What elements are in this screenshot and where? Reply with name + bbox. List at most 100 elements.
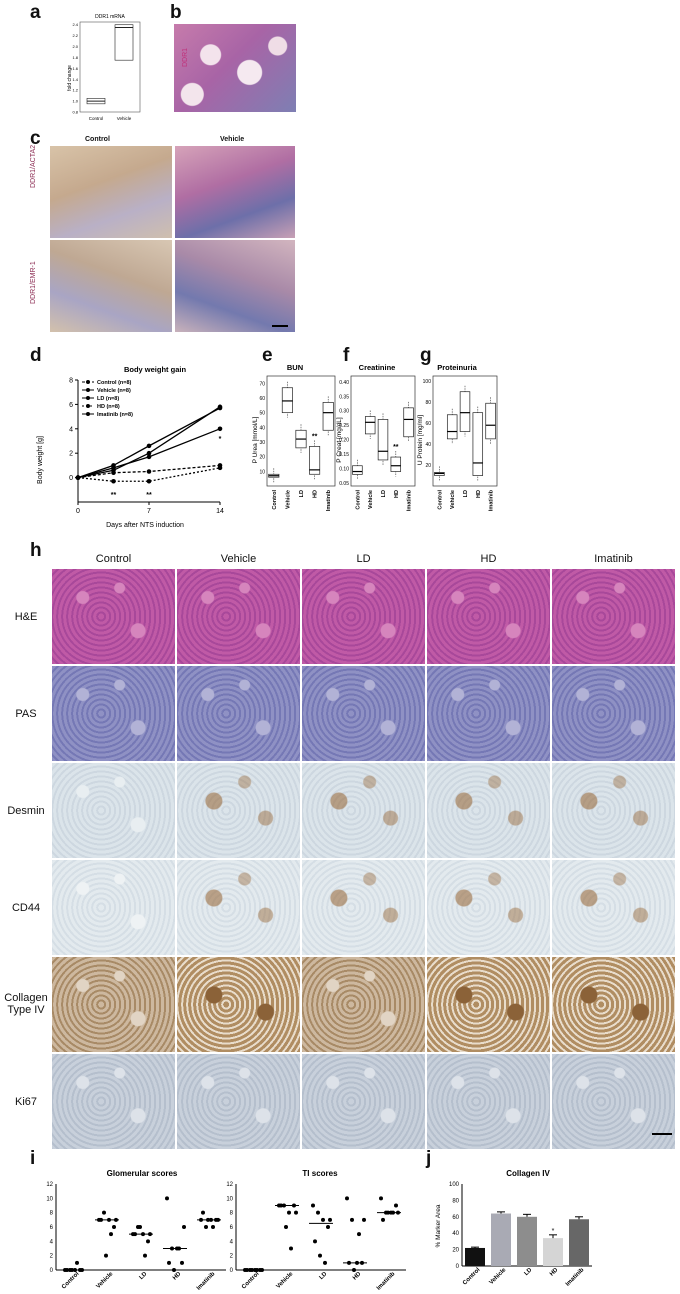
f-ytick: 0.30 bbox=[339, 409, 349, 415]
tick-vehicle: Vehicle bbox=[117, 116, 132, 121]
glom-xtick: LD bbox=[139, 1271, 149, 1281]
h-row-h-e: H&E bbox=[14, 610, 38, 623]
j-ytick: 40 bbox=[452, 1231, 459, 1237]
a-ytick: 1.6 bbox=[72, 66, 78, 71]
h-row-pas: PAS bbox=[15, 707, 37, 720]
d-ytick-label: 2 bbox=[69, 451, 73, 458]
e-xtick: Control bbox=[272, 490, 278, 510]
c-row-emr1-label: DDR1/EMR-1 bbox=[30, 261, 37, 304]
h-image-pas-vehicle bbox=[177, 666, 300, 761]
a-box-vehicle bbox=[114, 24, 134, 61]
glom-point bbox=[165, 1196, 169, 1201]
f-xtick: Vehicle bbox=[368, 490, 374, 509]
h-image-cd44-ld bbox=[302, 860, 425, 955]
d-point bbox=[217, 404, 223, 410]
ti-point bbox=[289, 1246, 293, 1251]
j-xtick: Imatinib bbox=[565, 1267, 586, 1288]
ti-xtick: HD bbox=[352, 1271, 363, 1282]
h-image-h-e-ld bbox=[302, 569, 425, 664]
d-point bbox=[111, 465, 116, 471]
g-xtick: Imatinib bbox=[489, 489, 495, 511]
g-xtick: HD bbox=[476, 490, 482, 498]
ti-xtick: Imatinib bbox=[376, 1271, 397, 1292]
chart-a-ylabel: fold change bbox=[67, 65, 73, 91]
chart-d-title: Body weight gain bbox=[124, 365, 187, 374]
chart-g-title: Proteinuria bbox=[437, 363, 477, 372]
ti-point bbox=[287, 1210, 291, 1215]
c-control-acta2-image bbox=[50, 146, 172, 238]
d-point bbox=[146, 454, 152, 460]
d-series-line bbox=[77, 464, 221, 479]
d-legend-entry: HD (n=8) bbox=[97, 404, 120, 410]
ti-point bbox=[352, 1268, 356, 1272]
ti-point bbox=[326, 1225, 330, 1229]
d-series-line bbox=[77, 407, 221, 479]
h-image-pas-hd bbox=[427, 666, 550, 761]
g-ytick: 100 bbox=[423, 379, 432, 385]
ti-point bbox=[381, 1217, 385, 1222]
ddr1-histology-image: DDR1 bbox=[174, 24, 296, 112]
ti-point bbox=[313, 1239, 317, 1244]
d-legend-marker bbox=[86, 412, 90, 416]
panel-g-label: g bbox=[420, 345, 432, 366]
glom-ytick: 0 bbox=[50, 1268, 54, 1274]
f-xtick: Imatinib bbox=[407, 489, 413, 511]
panel-c-col-vehicle: Vehicle bbox=[220, 136, 245, 143]
g-frame bbox=[432, 375, 498, 487]
h-image-collagen-control bbox=[52, 957, 175, 1052]
f-frame bbox=[350, 375, 416, 487]
h-image-ki67-ld bbox=[302, 1054, 425, 1149]
j-ytick: 80 bbox=[452, 1198, 459, 1204]
d-ytick-label: 8 bbox=[69, 378, 73, 385]
ti-ytick: 12 bbox=[226, 1182, 233, 1188]
f-ytick: 0.05 bbox=[339, 481, 349, 487]
g-box bbox=[485, 402, 496, 440]
chart-d-xlabel: Days after NTS induction bbox=[106, 522, 184, 529]
glom-xtick: Imatinib bbox=[196, 1271, 217, 1292]
d-point bbox=[217, 465, 223, 471]
g-ytick: 20 bbox=[425, 463, 431, 469]
h-row-desmin: Desmin bbox=[7, 804, 45, 817]
ti-xtick: Control bbox=[241, 1271, 261, 1291]
chart-e-ylabel: P Urea [mmol/L] bbox=[252, 416, 259, 463]
glom-point bbox=[138, 1225, 142, 1229]
chart-f-title: Creatinine bbox=[359, 363, 396, 372]
d-point bbox=[75, 475, 81, 480]
d-point bbox=[146, 478, 152, 484]
a-ytick: 1.2 bbox=[72, 88, 78, 93]
h-col-vehicle: Vehicle bbox=[220, 553, 257, 565]
glom-point bbox=[112, 1225, 116, 1229]
glom-point bbox=[204, 1225, 208, 1229]
h-image-ki67-hd bbox=[427, 1054, 550, 1149]
e-xtick: Vehicle bbox=[285, 490, 291, 509]
tick-control: Control bbox=[89, 116, 104, 121]
ti-point bbox=[294, 1210, 298, 1215]
f-ytick: 0.25 bbox=[339, 423, 349, 429]
h-scale-bar bbox=[652, 1133, 672, 1135]
f-ytick: 0.35 bbox=[339, 394, 349, 400]
ti-ytick: 0 bbox=[230, 1268, 234, 1274]
h-image-h-e-hd bbox=[427, 569, 550, 664]
panel-i-label: i bbox=[30, 1148, 36, 1169]
chart-f-ylabel: P Creat [mg/dL] bbox=[336, 417, 343, 463]
a-ytick: 2.0 bbox=[72, 44, 78, 49]
a-ytick: 0.8 bbox=[72, 110, 78, 115]
ti-point bbox=[318, 1253, 322, 1258]
e-ytick: 70 bbox=[259, 381, 265, 387]
e-significance: ** bbox=[312, 433, 318, 440]
a-ytick: 1.4 bbox=[72, 77, 78, 82]
f-ytick: 0.15 bbox=[339, 452, 349, 458]
d-significance: ** bbox=[111, 492, 117, 499]
panel-h-label: h bbox=[30, 540, 42, 561]
glom-point bbox=[211, 1225, 215, 1229]
glom-point bbox=[180, 1260, 184, 1265]
d-point bbox=[111, 478, 116, 484]
ti-ytick: 6 bbox=[230, 1225, 234, 1231]
e-box bbox=[309, 446, 321, 475]
j-bar-ld bbox=[517, 1216, 537, 1266]
h-image-ki67-control bbox=[52, 1054, 175, 1149]
h-image-collagen-ld bbox=[302, 957, 425, 1052]
g-xtick: Control bbox=[437, 490, 443, 510]
h-row-collagen: Collagen Type IV bbox=[4, 991, 48, 1016]
d-ytick-label: 6 bbox=[69, 402, 73, 409]
